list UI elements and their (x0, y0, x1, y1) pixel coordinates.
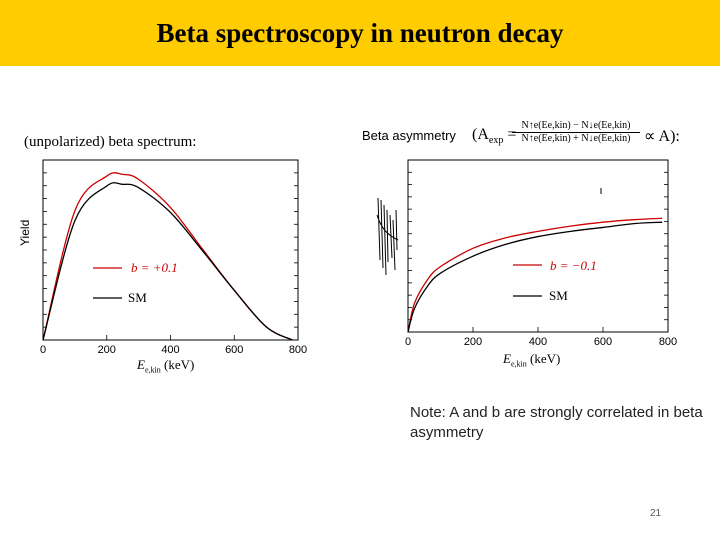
left-x-tick-label: 200 (97, 344, 116, 356)
x-axis-label-right: Ee,kin (keV) (503, 351, 561, 369)
x-axis-label-left: Ee,kin (keV) (137, 357, 195, 375)
left-x-tick-label: 600 (225, 344, 244, 356)
legend-b-right: b = −0.1 (550, 258, 597, 273)
asym-fraction: N↑e(Ee,kin) − N↓e(Ee,kin) N↑e(Ee,kin) + … (512, 120, 640, 144)
right-x-tick-label: 0 (404, 336, 412, 348)
right-series-sm (407, 221, 663, 333)
page-number: 21 (650, 508, 662, 519)
slide-title: Beta spectroscopy in neutron decay (156, 18, 564, 48)
left-series-sm (42, 182, 293, 341)
asym-numerator: N↑e(Ee,kin) − N↓e(Ee,kin) (512, 120, 640, 133)
asymmetry-formula: Beta asymmetry (Aexp = N↑e(Ee,kin) − N↓e… (360, 118, 690, 158)
left-x-tick-label: 400 (161, 344, 180, 356)
left-x-tick-label: 0 (39, 344, 47, 356)
right-series-b (407, 217, 663, 333)
right-plot-frame (407, 159, 669, 333)
asymmetry-label: Beta asymmetry (362, 128, 456, 143)
left-x-tick-label: 800 (288, 344, 308, 356)
scribble-mark (376, 197, 399, 276)
right-chart-frame (407, 159, 669, 333)
asym-lhs: (Aexp = (472, 126, 517, 147)
right-x-tick-label: 800 (658, 336, 678, 348)
asym-rhs: ∝ A): (644, 128, 680, 145)
right-x-tick-label: 600 (593, 336, 613, 348)
title-bar (0, 0, 720, 66)
right-x-tick-label: 200 (463, 336, 483, 348)
right-x-tick-label: 400 (528, 336, 548, 348)
legend-sm-left: SM (128, 290, 147, 305)
spectrum-label: (unpolarized) beta spectrum: (24, 134, 197, 150)
legend-sm-right: SM (549, 288, 568, 303)
left-plot-frame (42, 159, 299, 341)
left-chart-frame (42, 159, 299, 341)
asym-denominator: N↑e(Ee,kin) + N↓e(Ee,kin) (521, 133, 631, 144)
legend-b-left: b = +0.1 (131, 260, 178, 275)
note-text: Note: A and b are strongly correlated in… (410, 404, 703, 441)
